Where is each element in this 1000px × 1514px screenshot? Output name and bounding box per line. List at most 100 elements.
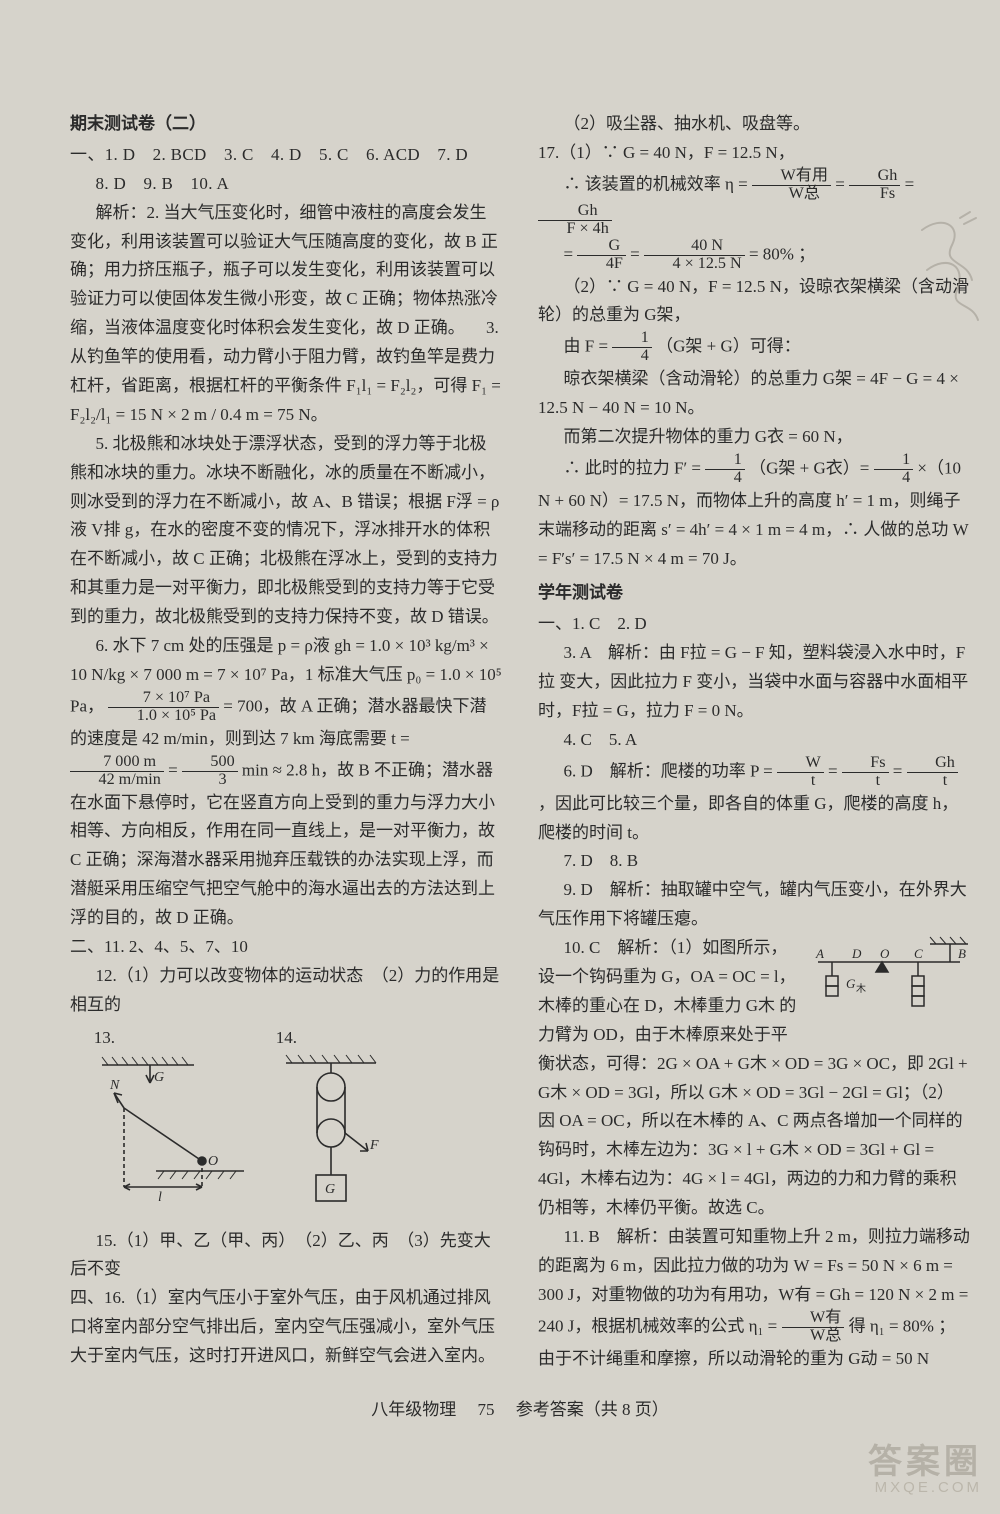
svg-text:O: O bbox=[880, 946, 890, 961]
y10-block: ADOCB G木 10. C 解析：（1）如图所示，设一个钩码重为 G，OA =… bbox=[538, 934, 970, 1223]
q16-2: （2）吸尘器、抽水机、吸盘等。 bbox=[538, 110, 970, 139]
y45: 4. C 5. A bbox=[538, 726, 970, 755]
mc-line2: 8. D 9. B 10. A bbox=[70, 170, 502, 199]
q17-2e: ∴ 此时的拉力 F′ = 14 （G架 + G衣）= 14 ×（10 N + 6… bbox=[538, 452, 970, 574]
y6-b: ，因此可比较三个量，即各自的体重 G，爬楼的高度 h，爬楼的时间 t。 bbox=[538, 794, 958, 842]
q14-num: 14. bbox=[276, 1028, 297, 1047]
svg-text:O: O bbox=[208, 1154, 218, 1169]
y-mc: 1. C 2. D bbox=[572, 614, 647, 633]
eq: = bbox=[630, 244, 640, 263]
footer-section: 参考答案（共 8 页） bbox=[516, 1400, 669, 1419]
q17-2b: 由 F = 14 （G架 + G）可得： bbox=[538, 330, 970, 365]
q17-2b-frac: 14 bbox=[612, 330, 652, 365]
q17-2d: 而第二次提升物体的重力 G衣 = 60 N， bbox=[538, 423, 970, 452]
left-column: 期末测试卷（二） 一、1. D 2. BCD 3. C 4. D 5. C 6.… bbox=[70, 110, 502, 1374]
section2-lead: 二、 bbox=[70, 937, 104, 956]
q17-eta2: = G4F = 40 N4 × 12.5 N = 80% ； bbox=[538, 238, 970, 273]
eq: = bbox=[835, 174, 845, 193]
mc-line1: 1. D 2. BCD 3. C 4. D 5. C 6. ACD 7. D bbox=[105, 145, 468, 164]
svg-text:木: 木 bbox=[856, 983, 866, 995]
mc-answers-row1: 一、1. D 2. BCD 3. C 4. D 5. C 6. ACD 7. D bbox=[70, 141, 502, 170]
analysis-lead: 解析： bbox=[96, 203, 147, 222]
page-footer: 八年级物理 75 参考答案（共 8 页） bbox=[70, 1396, 970, 1425]
y-sec1: 一、 bbox=[538, 614, 572, 633]
q17-2b2: （G架 + G）可得： bbox=[656, 337, 801, 356]
svg-text:C: C bbox=[914, 946, 923, 961]
section4-q16: 四、16.（1）室内气压小于室外气压，由于风机通过排风口将室内部分空气排出后，室… bbox=[70, 1284, 502, 1371]
svg-text:F: F bbox=[369, 1138, 379, 1153]
svg-text:G: G bbox=[846, 976, 856, 991]
y11: 11. B 解析：由装置可知重物上升 2 m，则拉力端移动的距离为 6 m，因此… bbox=[538, 1223, 970, 1373]
svg-text:G: G bbox=[325, 1182, 335, 1197]
a6-frac1: 7 × 10⁷ Pa1.0 × 10⁵ Pa bbox=[108, 690, 219, 725]
y3: 3. A 解析：由 F拉 = G − F 知，塑料袋浸入水中时，F拉 变大，因此… bbox=[538, 639, 970, 726]
svg-text:B: B bbox=[958, 946, 966, 961]
fig13-wrap: 13. bbox=[94, 1024, 254, 1203]
y78: 7. D 8. B bbox=[538, 847, 970, 876]
q17-f2: GhFs bbox=[849, 168, 900, 203]
q17-eta: ∴ 该装置的机械效率 η = W有用W总 = GhFs = GhF × 4h bbox=[538, 168, 970, 238]
fig13-diagram: G N O l bbox=[94, 1053, 254, 1203]
y6-f2: Fst bbox=[842, 755, 889, 790]
y6: 6. D 解析：爬楼的功率 P = Wt = Fst = Ght ，因此可比较三… bbox=[538, 755, 970, 848]
q13-num: 13. bbox=[94, 1028, 115, 1047]
right-column: （2）吸尘器、抽水机、吸盘等。 17.（1）∵ G = 40 N，F = 12.… bbox=[538, 110, 970, 1374]
a6-frac3: 5003 bbox=[182, 754, 238, 789]
y10-lever-diagram: ADOCB G木 bbox=[810, 936, 970, 1014]
q17-a: ∴ 该装置的机械效率 η = bbox=[564, 174, 748, 193]
q17-f5: 40 N4 × 12.5 N bbox=[644, 238, 745, 273]
q17-2e-text: ∴ 此时的拉力 F′ = bbox=[564, 458, 702, 477]
svg-text:A: A bbox=[815, 946, 824, 961]
eq: = bbox=[893, 761, 903, 780]
figures-row: 13. bbox=[94, 1024, 502, 1223]
a6-frac2: 7 000 m42 m/min bbox=[70, 754, 164, 789]
svg-text:G: G bbox=[154, 1070, 164, 1085]
page-root: 期末测试卷（二） 一、1. D 2. BCD 3. C 4. D 5. C 6.… bbox=[0, 0, 1000, 1514]
svg-text:N: N bbox=[109, 1078, 120, 1093]
q17-2e2: （G架 + G衣）= bbox=[749, 458, 869, 477]
q11: 11. 2、4、5、7、10 bbox=[104, 937, 248, 956]
fig14-diagram: F G bbox=[276, 1053, 386, 1223]
footer-page: 75 bbox=[478, 1400, 495, 1419]
a6-text-c: = bbox=[168, 760, 178, 779]
q17-line1: 17.（1）∵ G = 40 N，F = 12.5 N， bbox=[538, 139, 970, 168]
eq: = bbox=[828, 761, 838, 780]
analysis-block: 解析：2. 当大气压变化时，细管中液柱的高度会发生变化，利用该装置可以验证大气压… bbox=[70, 199, 502, 430]
watermark: 答案圈 MXQE.COM bbox=[868, 1445, 982, 1496]
q17-c: = 80% ； bbox=[749, 244, 815, 263]
y-mc-row: 一、1. C 2. D bbox=[538, 610, 970, 639]
y6-a: 6. D 解析：爬楼的功率 P = bbox=[564, 761, 773, 780]
y11-f1: W有W总 bbox=[782, 1310, 845, 1345]
section2-q11: 二、11. 2、4、5、7、10 bbox=[70, 933, 502, 962]
section4-lead: 四、 bbox=[70, 1288, 104, 1307]
q17-b: = bbox=[564, 244, 574, 263]
q17-2b-text: 由 F = bbox=[564, 337, 609, 356]
two-column-layout: 期末测试卷（二） 一、1. D 2. BCD 3. C 4. D 5. C 6.… bbox=[70, 110, 970, 1374]
q12: 12.（1）力可以改变物体的运动状态 （2）力的作用是相互的 bbox=[70, 962, 502, 1020]
q17-2c: 晾衣架横梁（含动滑轮）的总重力 G架 = 4F − G = 4 × 12.5 N… bbox=[538, 365, 970, 423]
watermark-small: MXQE.COM bbox=[868, 1480, 982, 1496]
q17-2e-frac2: 14 bbox=[874, 452, 914, 487]
year-test-title: 学年测试卷 bbox=[538, 579, 970, 608]
analysis-5: 5. 北极熊和冰块处于漂浮状态，受到的浮力等于北极熊和冰块的重力。冰块不断融化，… bbox=[70, 430, 502, 632]
q17-f3: GhF × 4h bbox=[538, 203, 612, 238]
fig14-wrap: 14. bbox=[276, 1024, 386, 1223]
section-lead: 一、 bbox=[70, 145, 105, 164]
paper-title-final2: 期末测试卷（二） bbox=[70, 110, 502, 139]
eq: = bbox=[905, 174, 915, 193]
q17-f1: W有用W总 bbox=[752, 168, 831, 203]
analysis-6: 6. 水下 7 cm 处的压强是 p = ρ液 gh = 1.0 × 10³ k… bbox=[70, 632, 502, 933]
q17-2e-frac: 14 bbox=[705, 452, 745, 487]
watermark-big: 答案圈 bbox=[868, 1445, 982, 1481]
handwriting-scribble bbox=[912, 210, 992, 340]
y6-f1: Wt bbox=[777, 755, 824, 790]
footer-subject: 八年级物理 bbox=[371, 1400, 456, 1419]
y10-figure: ADOCB G木 bbox=[810, 936, 970, 1024]
q17-f4: G4F bbox=[577, 238, 626, 273]
y9: 9. D 解析：抽取罐中空气，罐内气压变小，在外界大气压作用下将罐压瘪。 bbox=[538, 876, 970, 934]
q17-2a: （2）∵ G = 40 N，F = 12.5 N，设晾衣架横梁（含动滑轮）的总重… bbox=[538, 273, 970, 331]
svg-text:l: l bbox=[158, 1190, 162, 1203]
q15: 15.（1）甲、乙（甲、丙） （2）乙、丙 （3）先变大后不变 bbox=[70, 1227, 502, 1285]
y6-f3: Ght bbox=[907, 755, 958, 790]
q16-text: 16.（1）室内气压小于室外气压，由于风机通过排风口将室内部分空气排出后，室内空… bbox=[70, 1288, 495, 1365]
